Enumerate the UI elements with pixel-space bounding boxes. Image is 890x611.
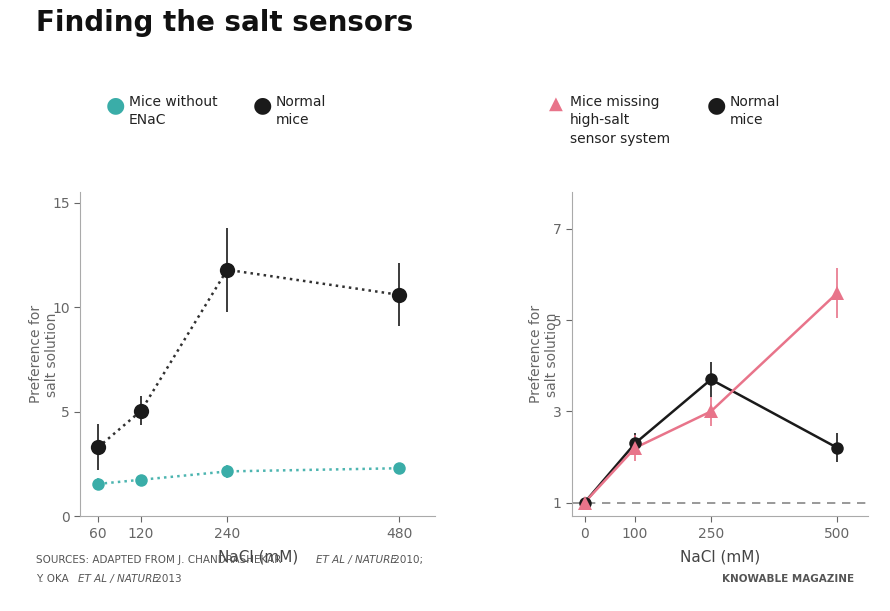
Text: 2010;: 2010; xyxy=(390,555,423,565)
Text: Y. OKA: Y. OKA xyxy=(36,574,71,584)
Text: 2013: 2013 xyxy=(152,574,182,584)
Text: ▲: ▲ xyxy=(549,95,563,112)
Y-axis label: Preference for
salt solution: Preference for salt solution xyxy=(530,306,559,403)
X-axis label: NaCl (mM): NaCl (mM) xyxy=(217,549,298,564)
Text: Mice missing
high-salt
sensor system: Mice missing high-salt sensor system xyxy=(570,95,670,145)
Text: ET AL / NATURE: ET AL / NATURE xyxy=(78,574,159,584)
Text: KNOWABLE MAGAZINE: KNOWABLE MAGAZINE xyxy=(723,574,854,584)
Text: ●: ● xyxy=(707,95,726,115)
Text: SOURCES: ADAPTED FROM J. CHANDRASHEKAR: SOURCES: ADAPTED FROM J. CHANDRASHEKAR xyxy=(36,555,284,565)
Y-axis label: Preference for
salt solution: Preference for salt solution xyxy=(28,306,59,403)
X-axis label: NaCl (mM): NaCl (mM) xyxy=(680,549,760,564)
Text: ET AL / NATURE: ET AL / NATURE xyxy=(316,555,397,565)
Text: Normal
mice: Normal mice xyxy=(276,95,327,127)
Text: Mice without
ENaC: Mice without ENaC xyxy=(129,95,218,127)
Text: Normal
mice: Normal mice xyxy=(730,95,781,127)
Text: Finding the salt sensors: Finding the salt sensors xyxy=(36,9,413,37)
Text: ●: ● xyxy=(253,95,272,115)
Text: ●: ● xyxy=(106,95,125,115)
